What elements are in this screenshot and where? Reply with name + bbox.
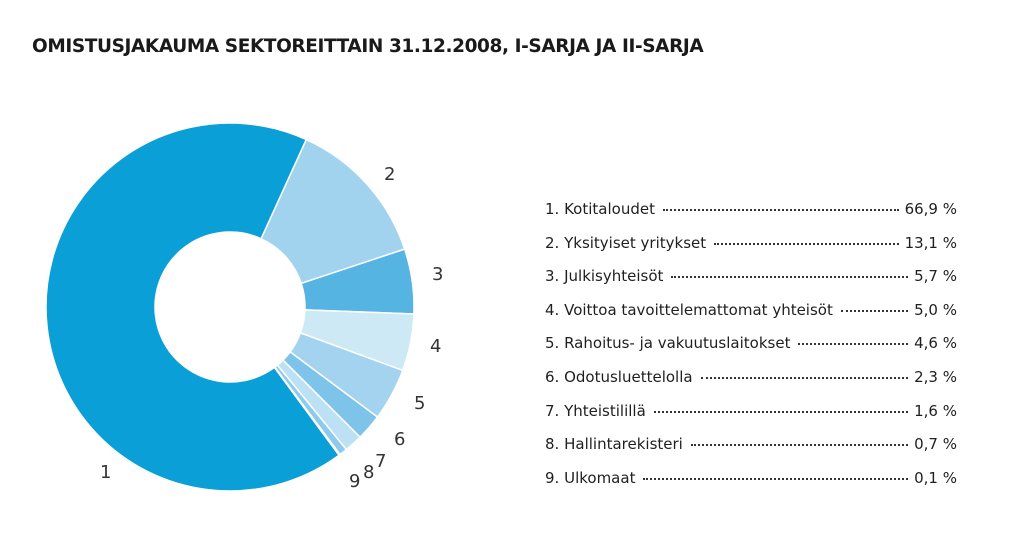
slice-group bbox=[45, 122, 415, 492]
legend: 1Kotitaloudet 66,9 % 2Yksityiset yritykset… bbox=[545, 200, 957, 502]
legend-number: 3 bbox=[545, 267, 564, 285]
legend-dot-leader bbox=[798, 343, 909, 346]
legend-label: Voittoa tavoittelemattomat yhteisöt bbox=[564, 300, 833, 319]
legend-label: Julkisyhteisöt bbox=[564, 267, 664, 286]
legend-item-3: 3Julkisyhteisöt 5,7 % bbox=[545, 267, 957, 301]
slice-label-3: 3 bbox=[432, 264, 443, 285]
legend-number: 2 bbox=[545, 234, 564, 252]
legend-label: Kotitaloudet bbox=[564, 200, 655, 218]
legend-dot-leader bbox=[690, 444, 909, 447]
legend-value: 1,6 % bbox=[914, 401, 957, 420]
legend-label: Rahoitus- ja vakuutuslaitokset bbox=[564, 334, 791, 353]
legend-dot-leader bbox=[714, 242, 899, 245]
legend-item-2: 2Yksityiset yritykset 13,1 % bbox=[545, 234, 957, 268]
legend-label: Hallintarekisteri bbox=[564, 435, 683, 454]
slice-label-5: 5 bbox=[414, 393, 425, 414]
legend-item-9: 9Ulkomaat 0,1 % bbox=[545, 469, 957, 503]
legend-number: 1 bbox=[545, 200, 564, 218]
legend-number: 9 bbox=[545, 469, 564, 487]
pie-slice-9 bbox=[273, 366, 342, 457]
legend-item-8: 8Hallintarekisteri 0,7 % bbox=[545, 435, 957, 469]
legend-number: 5 bbox=[545, 334, 564, 352]
pie-slice-1 bbox=[45, 122, 341, 492]
legend-item-7: 7Yhteistilillä 1,6 % bbox=[545, 402, 957, 436]
legend-dot-leader bbox=[653, 410, 909, 413]
legend-dot-leader bbox=[671, 276, 909, 279]
legend-number: 6 bbox=[545, 368, 564, 386]
legend-number: 7 bbox=[545, 402, 564, 420]
legend-label: Yhteistilillä bbox=[564, 401, 646, 420]
slice-label-4: 4 bbox=[430, 336, 441, 357]
legend-value: 66,9 % bbox=[904, 200, 957, 218]
pie-slice-2 bbox=[260, 138, 406, 285]
legend-value: 5,7 % bbox=[914, 267, 957, 286]
legend-label: Odotusluettelolla bbox=[564, 367, 693, 386]
legend-item-4: 4Voittoa tavoittelemattomat yhteisöt 5,0 … bbox=[545, 301, 957, 335]
legend-number: 8 bbox=[545, 435, 564, 453]
legend-value: 0,1 % bbox=[914, 468, 957, 487]
slice-label-1: 1 bbox=[100, 462, 111, 483]
legend-dot-leader bbox=[643, 477, 909, 480]
legend-item-5: 5Rahoitus- ja vakuutuslaitokset 4,6 % bbox=[545, 334, 957, 368]
legend-label: Yksityiset yritykset bbox=[564, 233, 707, 252]
slice-label-2: 2 bbox=[384, 164, 395, 185]
legend-value: 0,7 % bbox=[914, 435, 957, 454]
legend-value: 5,0 % bbox=[914, 300, 957, 319]
legend-number: 4 bbox=[545, 301, 564, 319]
legend-value: 2,3 % bbox=[914, 367, 957, 386]
chart-title: OMISTUSJAKAUMA SEKTOREITTAIN 31.12.2008,… bbox=[32, 36, 704, 57]
legend-item-6: 6Odotusluettelolla 2,3 % bbox=[545, 368, 957, 402]
slice-label-8: 8 bbox=[363, 462, 374, 483]
slice-label-7: 7 bbox=[375, 451, 386, 472]
legend-dot-leader bbox=[700, 376, 909, 379]
legend-dot-leader bbox=[662, 209, 899, 211]
slice-label-6: 6 bbox=[394, 429, 405, 450]
legend-dot-leader bbox=[840, 309, 909, 312]
slice-label-9: 9 bbox=[349, 471, 360, 492]
legend-item-1: 1Kotitaloudet 66,9 % bbox=[545, 200, 957, 234]
legend-value: 13,1 % bbox=[904, 233, 957, 252]
legend-label: Ulkomaat bbox=[564, 468, 636, 487]
legend-value: 4,6 % bbox=[914, 334, 957, 353]
